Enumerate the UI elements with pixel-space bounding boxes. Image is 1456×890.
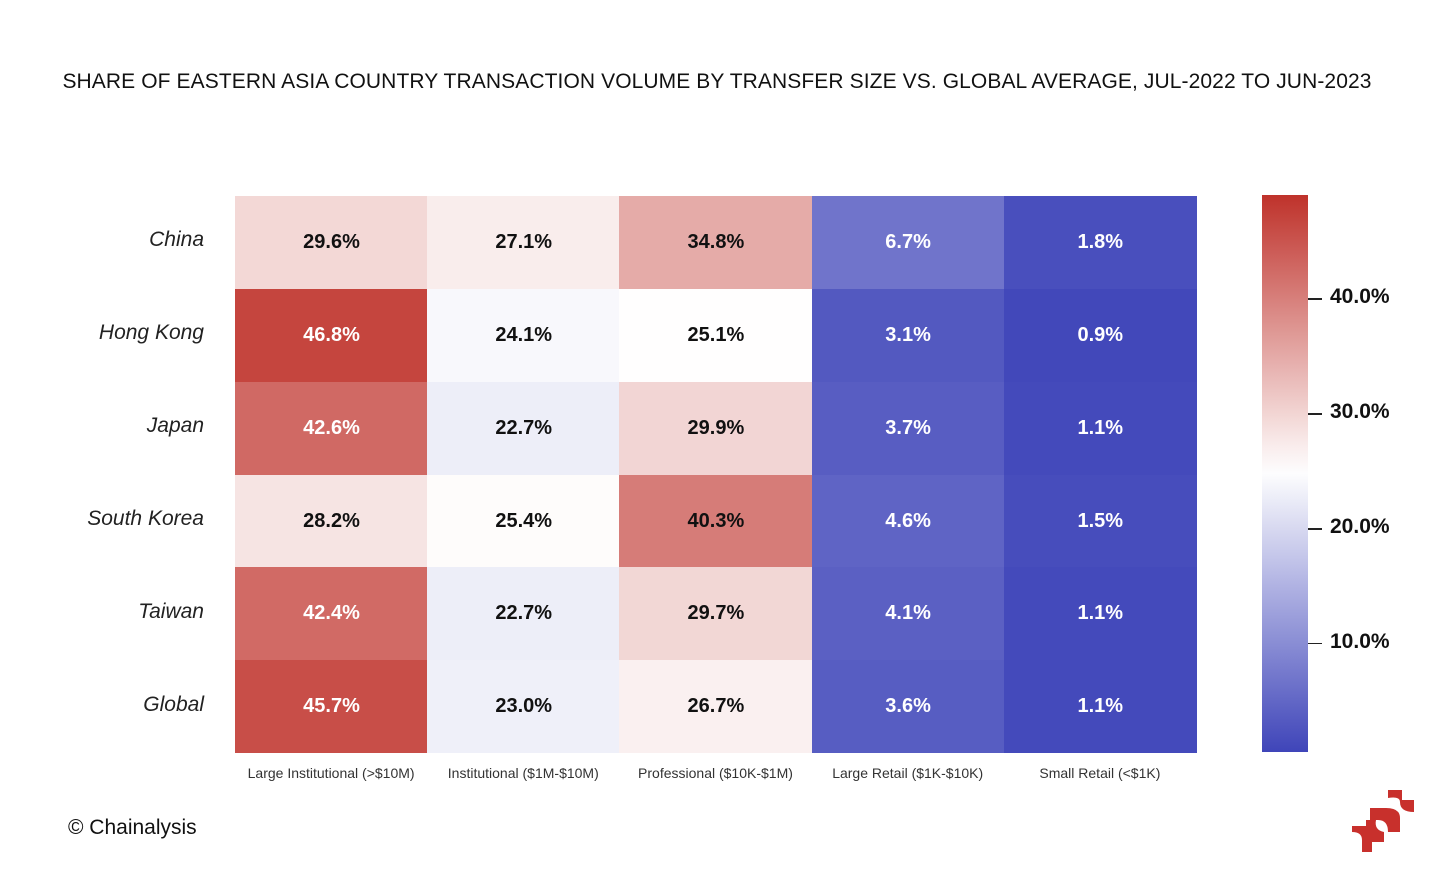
- cell-value-label: 3.6%: [885, 695, 931, 718]
- heatmap-cell: 4.1%: [811, 567, 1005, 661]
- cell-value-label: 6.7%: [885, 231, 931, 253]
- heatmap-cell: 1.1%: [1003, 567, 1197, 661]
- heatmap-cell: 34.8%: [619, 196, 813, 289]
- heatmap-cell: 22.7%: [427, 381, 621, 475]
- row-label: Hong Kong: [98, 321, 204, 345]
- colorbar-tick-mark: [1308, 528, 1322, 530]
- cell-value-label: 29.7%: [687, 602, 745, 625]
- cell-value-label: 22.7%: [495, 416, 553, 439]
- cell-value-label: 42.6%: [303, 416, 360, 439]
- column-label: Small Retail (<$1K): [1039, 765, 1161, 781]
- colorbar-tick-label: 10.0%: [1330, 629, 1390, 653]
- heatmap-cell: 1.5%: [1003, 474, 1197, 568]
- column-label: Professional ($10K-$1M): [638, 765, 793, 781]
- copyright-credit: © Chainalysis: [68, 816, 197, 839]
- heatmap-cell: 3.6%: [811, 660, 1005, 754]
- heatmap-grid: 29.6% 27.1% 34.8% 6.7% 1.8% 46.8% 24.1% 25.1% 3.…: [235, 196, 1197, 754]
- row-label: Taiwan: [138, 599, 204, 623]
- cell-value-label: 42.4%: [303, 602, 360, 625]
- heatmap-cell: 28.2%: [235, 474, 428, 568]
- heatmap-cell: 26.7%: [619, 660, 813, 754]
- heatmap-cell: 6.7%: [811, 196, 1005, 289]
- row-label: Japan: [146, 414, 204, 438]
- heatmap-cell: 27.1%: [427, 196, 621, 289]
- cell-value-label: 1.8%: [1077, 231, 1124, 253]
- heatmap-cell: 25.4%: [427, 474, 621, 568]
- cell-value-label: 34.8%: [687, 231, 745, 253]
- colorbar-tick-label: 30.0%: [1330, 400, 1390, 424]
- heatmap-cell: 1.8%: [1003, 196, 1197, 289]
- colorbar: [1262, 195, 1308, 752]
- heatmap-cell: 24.1%: [427, 288, 621, 382]
- cell-value-label: 24.1%: [495, 323, 553, 346]
- cell-value-label: 46.8%: [303, 323, 360, 346]
- heatmap-cell: 42.4%: [235, 567, 428, 661]
- row-label: South Korea: [87, 506, 204, 530]
- heatmap-cell: 40.3%: [619, 474, 813, 568]
- cell-value-label: 28.2%: [303, 509, 360, 532]
- heatmap-cell: 25.1%: [619, 288, 813, 382]
- colorbar-tick-mark: [1308, 298, 1322, 300]
- cell-value-label: 4.1%: [885, 602, 931, 625]
- cell-value-label: 40.3%: [687, 509, 745, 532]
- colorbar-tick-mark: [1308, 413, 1322, 415]
- cell-value-label: 29.9%: [687, 416, 745, 439]
- column-label: Institutional ($1M-$10M): [447, 765, 599, 781]
- heatmap-cell: 29.9%: [619, 381, 813, 475]
- chainalysis-logo-icon: [1352, 790, 1414, 852]
- heatmap-cell: 3.7%: [811, 381, 1005, 475]
- colorbar-tick-label: 40.0%: [1330, 285, 1390, 309]
- cell-value-label: 1.1%: [1077, 695, 1124, 718]
- cell-value-label: 1.5%: [1077, 509, 1124, 532]
- heatmap-cell: 3.1%: [811, 288, 1005, 382]
- heatmap-cell: 1.1%: [1003, 381, 1197, 475]
- colorbar-tick-label: 20.0%: [1330, 515, 1390, 539]
- cell-value-label: 25.4%: [495, 509, 553, 532]
- cell-value-label: 3.7%: [885, 416, 931, 439]
- cell-value-label: 45.7%: [303, 695, 360, 718]
- cell-value-label: 1.1%: [1077, 602, 1124, 625]
- cell-value-label: 1.1%: [1077, 416, 1124, 439]
- heatmap-cell: 0.9%: [1003, 288, 1197, 382]
- heatmap-cell: 45.7%: [235, 660, 428, 754]
- chart-title: SHARE OF EASTERN ASIA COUNTRY TRANSACTIO…: [62, 70, 1372, 93]
- heatmap-cell: 46.8%: [235, 288, 428, 382]
- cell-value-label: 0.9%: [1077, 323, 1124, 346]
- heatmap-cell: 42.6%: [235, 381, 428, 475]
- cell-value-label: 4.6%: [885, 509, 931, 532]
- cell-value-label: 23.0%: [495, 695, 553, 718]
- cell-value-label: 3.1%: [885, 323, 931, 346]
- column-label: Large Institutional (>$10M): [247, 765, 415, 781]
- column-label: Large Retail ($1K-$10K): [832, 765, 984, 781]
- row-label: China: [149, 228, 204, 252]
- heatmap-cell: 29.6%: [235, 196, 428, 289]
- cell-value-label: 25.1%: [687, 323, 745, 346]
- cell-value-label: 27.1%: [495, 231, 553, 253]
- cell-value-label: 29.6%: [303, 231, 360, 253]
- cell-value-label: 22.7%: [495, 602, 553, 625]
- heatmap-cell: 1.1%: [1003, 660, 1197, 754]
- row-label: Global: [143, 692, 204, 716]
- heatmap-cell: 29.7%: [619, 567, 813, 661]
- cell-value-label: 26.7%: [687, 695, 745, 718]
- colorbar-tick-mark: [1308, 642, 1322, 645]
- heatmap-cell: 4.6%: [811, 474, 1005, 568]
- heatmap-cell: 23.0%: [427, 660, 621, 754]
- heatmap-cell: 22.7%: [427, 567, 621, 661]
